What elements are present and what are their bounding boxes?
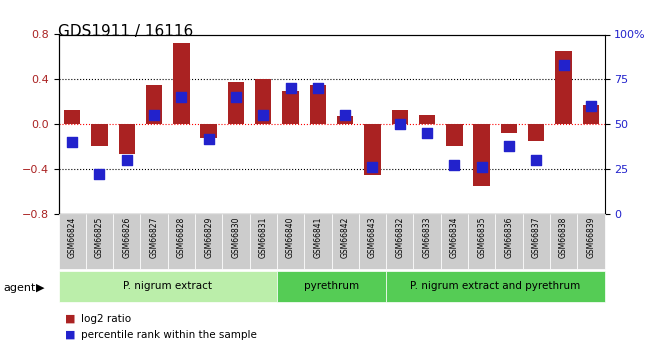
FancyBboxPatch shape [277,214,304,269]
FancyBboxPatch shape [304,214,332,269]
Text: GSM66829: GSM66829 [204,217,213,258]
Text: GSM66824: GSM66824 [68,217,77,258]
Text: log2 ratio: log2 ratio [81,314,131,324]
Point [476,165,487,170]
Text: GSM66830: GSM66830 [231,217,240,258]
Bar [64,110,81,124]
Point [122,157,132,163]
Point [395,121,405,127]
Text: GSM66827: GSM66827 [150,217,159,258]
Text: P. nigrum extract and pyrethrum: P. nigrum extract and pyrethrum [410,282,580,291]
FancyBboxPatch shape [523,214,550,269]
FancyBboxPatch shape [386,214,413,269]
Text: GSM66838: GSM66838 [559,217,568,258]
Text: GSM66833: GSM66833 [422,217,432,258]
Text: GDS1911 / 16116: GDS1911 / 16116 [58,24,194,39]
Text: GSM66840: GSM66840 [286,217,295,258]
Text: ▶: ▶ [36,283,44,293]
Bar [282,90,299,124]
Text: GSM66837: GSM66837 [532,217,541,258]
Point [558,62,569,68]
Bar [255,79,272,124]
Bar [582,105,599,124]
Point [313,86,323,91]
Bar [528,124,545,141]
FancyBboxPatch shape [441,214,468,269]
Text: percentile rank within the sample: percentile rank within the sample [81,330,257,339]
Point [422,130,432,136]
FancyBboxPatch shape [277,271,386,302]
Text: GSM66826: GSM66826 [122,217,131,258]
Text: GSM66832: GSM66832 [395,217,404,258]
Point [149,112,159,118]
FancyBboxPatch shape [550,214,577,269]
Bar [555,51,572,124]
Text: GSM66834: GSM66834 [450,217,459,258]
FancyBboxPatch shape [413,214,441,269]
FancyBboxPatch shape [140,214,168,269]
Bar [227,81,244,124]
Point [176,95,187,100]
Point [67,139,77,145]
Text: GSM66839: GSM66839 [586,217,595,258]
Point [586,104,596,109]
Text: GSM66841: GSM66841 [313,217,322,258]
Bar [364,124,381,175]
Point [449,163,460,168]
Point [285,86,296,91]
Point [504,143,514,148]
FancyBboxPatch shape [332,214,359,269]
Point [340,112,350,118]
FancyBboxPatch shape [359,214,386,269]
Text: GSM66842: GSM66842 [341,217,350,258]
Bar [118,124,135,155]
Text: GSM66836: GSM66836 [504,217,514,258]
FancyBboxPatch shape [58,271,277,302]
Point [531,157,541,163]
Bar [391,110,408,124]
Text: GSM66828: GSM66828 [177,217,186,258]
FancyBboxPatch shape [386,271,604,302]
Bar [446,124,463,146]
FancyBboxPatch shape [495,214,523,269]
Point [94,172,105,177]
FancyBboxPatch shape [168,214,195,269]
Text: GSM66825: GSM66825 [95,217,104,258]
Text: GSM66835: GSM66835 [477,217,486,258]
FancyBboxPatch shape [577,214,605,269]
FancyBboxPatch shape [195,214,222,269]
Bar [419,115,436,124]
Text: pyrethrum: pyrethrum [304,282,359,291]
Text: P. nigrum extract: P. nigrum extract [124,282,212,291]
Bar [146,85,162,124]
Bar [200,124,217,138]
Text: ■: ■ [65,330,75,339]
Text: GSM66843: GSM66843 [368,217,377,258]
Bar [309,85,326,124]
FancyBboxPatch shape [222,214,250,269]
Point [367,165,378,170]
FancyBboxPatch shape [86,214,113,269]
Text: agent: agent [3,283,36,293]
FancyBboxPatch shape [58,214,86,269]
Bar [500,124,517,133]
FancyBboxPatch shape [468,214,495,269]
Point [231,95,241,100]
FancyBboxPatch shape [113,214,140,269]
Text: GSM66831: GSM66831 [259,217,268,258]
Bar [473,124,490,186]
Point [258,112,268,118]
Text: ■: ■ [65,314,75,324]
Bar [337,116,354,124]
FancyBboxPatch shape [250,214,277,269]
Bar [91,124,108,146]
Point [203,136,214,141]
Bar [173,43,190,124]
